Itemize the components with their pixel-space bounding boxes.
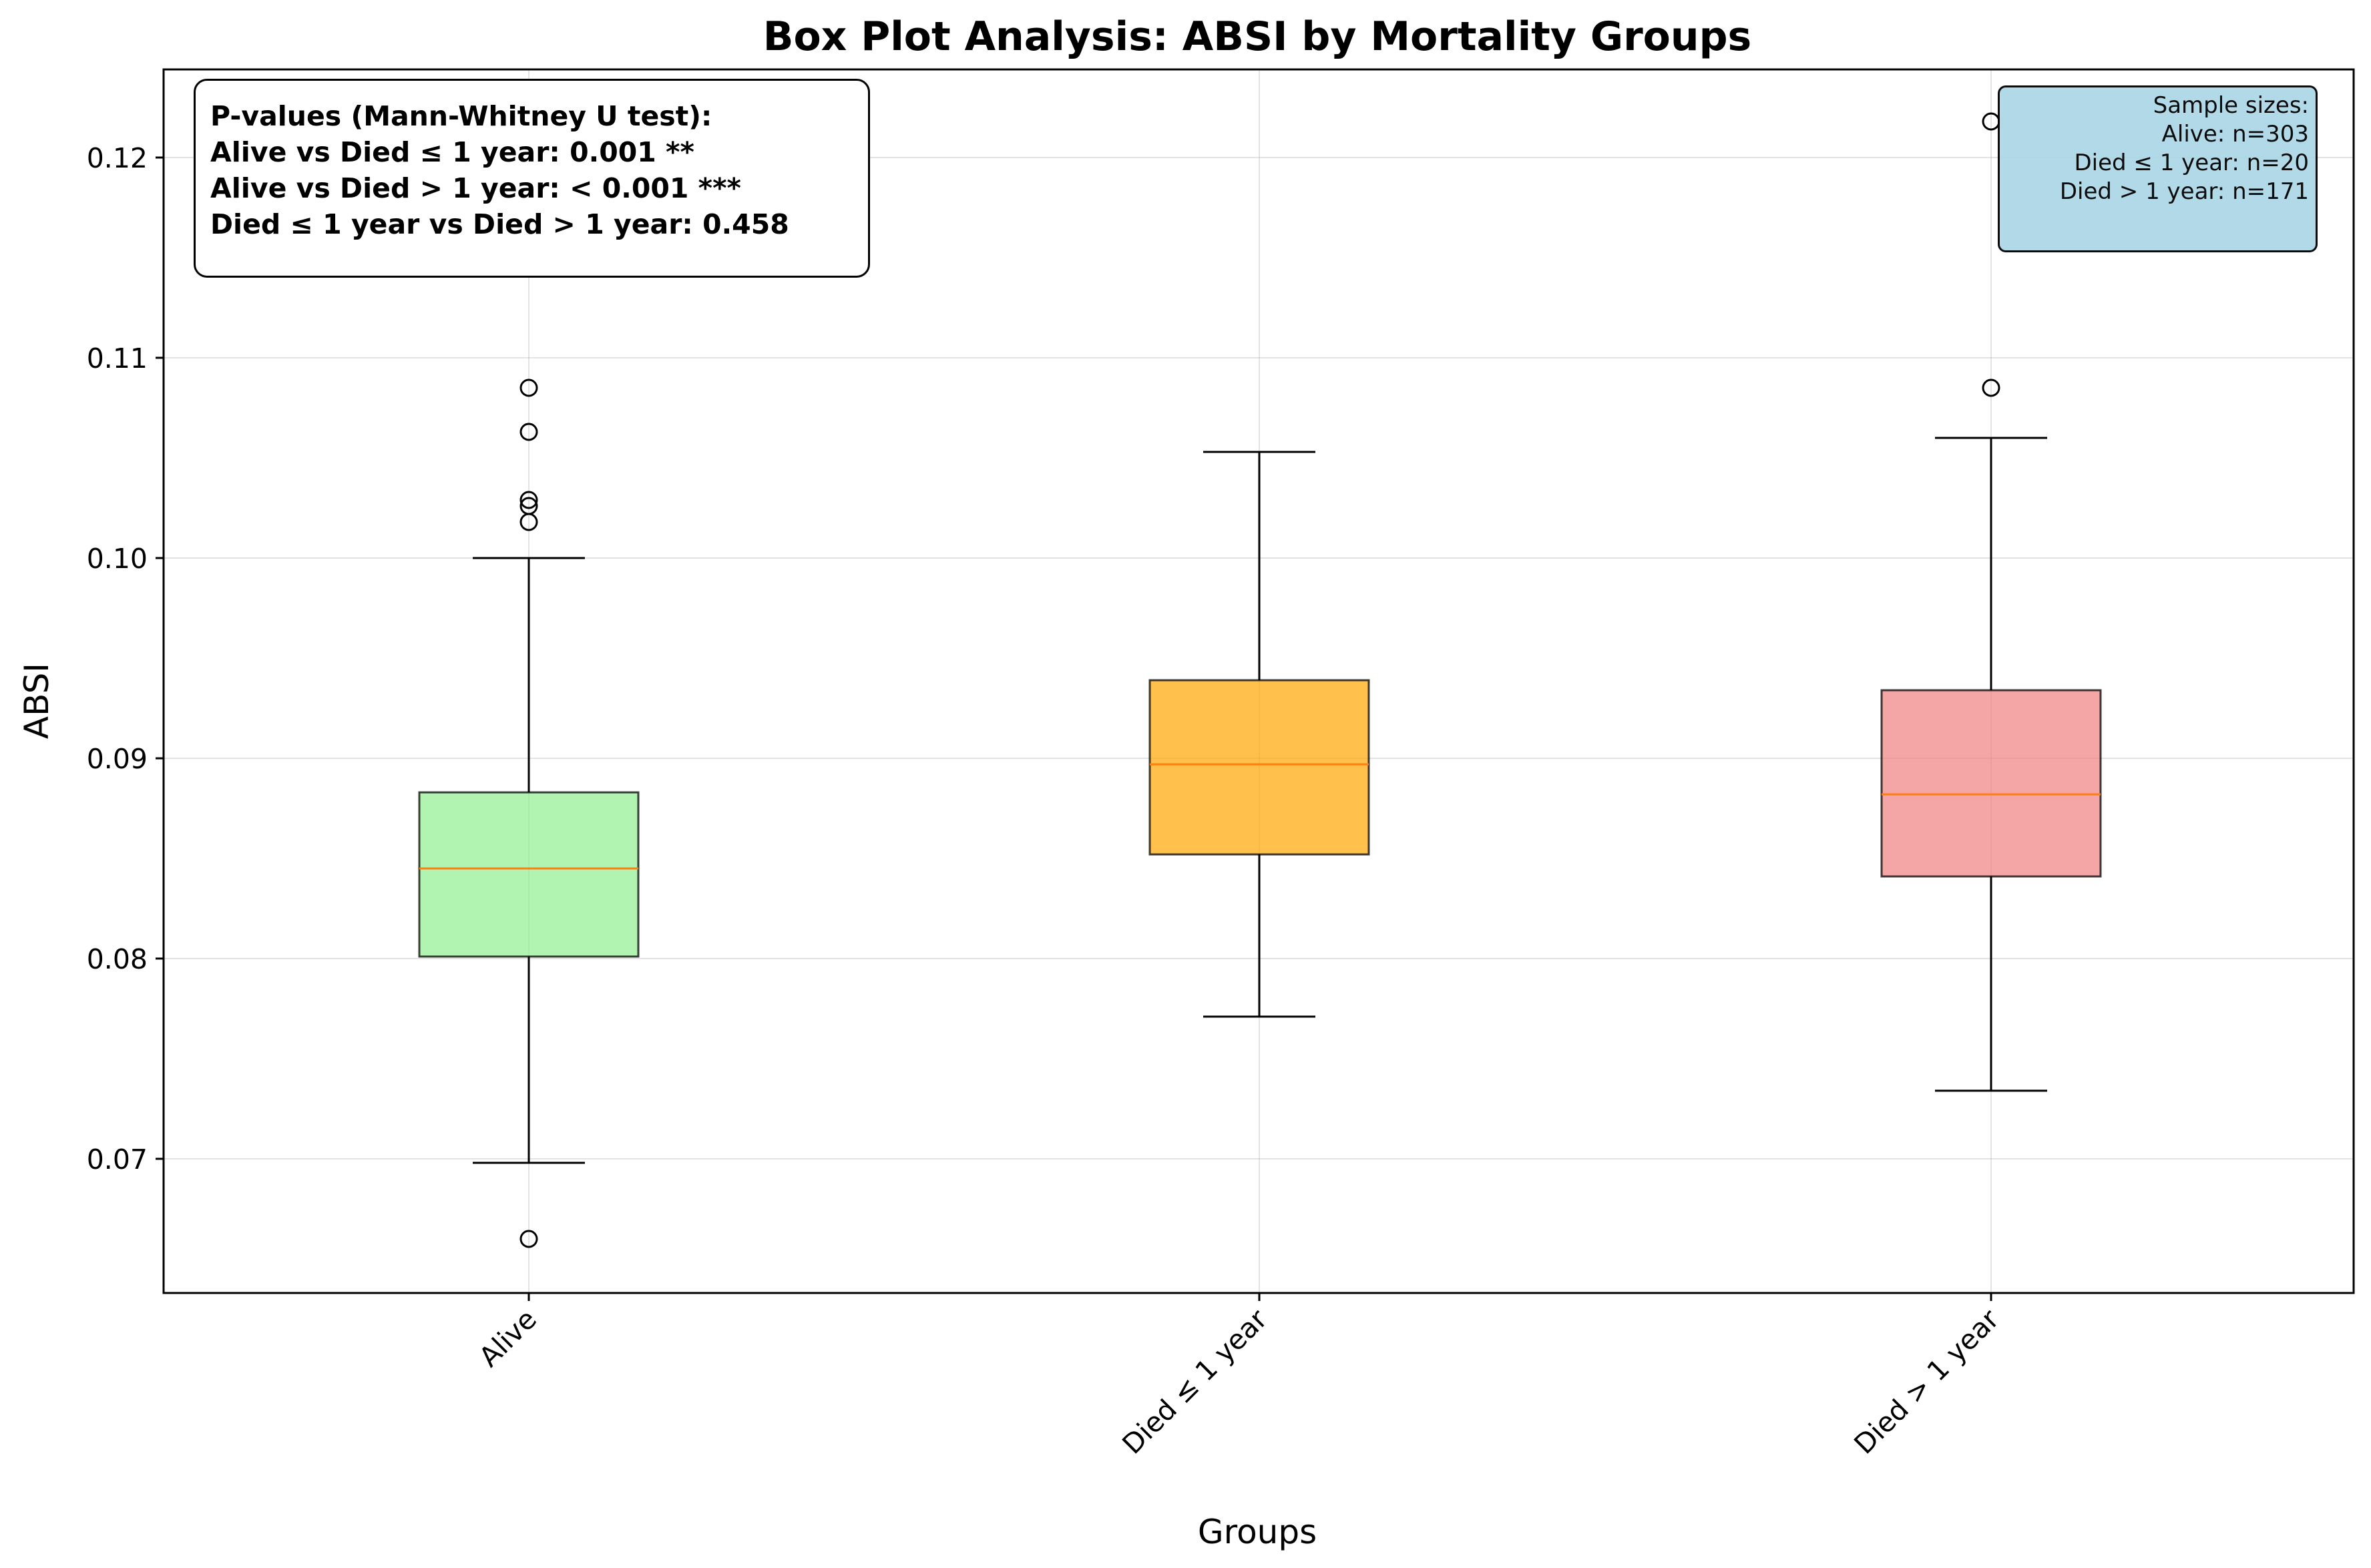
sample-size-line: Died ≤ 1 year: n=20	[2074, 150, 2310, 176]
x-tick-label: Died ≤ 1 year	[1116, 1303, 1273, 1461]
outlier-point	[519, 491, 538, 509]
y-tick-label: 0.12	[87, 142, 148, 174]
y-tick-label: 0.10	[87, 543, 148, 575]
outlier-point	[519, 1230, 538, 1248]
iqr-box	[1880, 689, 2102, 878]
pvalue-line: Alive vs Died > 1 year: < 0.001 ***	[210, 172, 741, 204]
pvalue-line: Died ≤ 1 year vs Died > 1 year: 0.458	[210, 208, 789, 240]
x-tick-label: Alive	[473, 1303, 543, 1373]
outlier-point	[1982, 378, 2000, 397]
outlier-point	[519, 423, 538, 441]
y-axis-label: ABSI	[17, 663, 56, 739]
y-tick-label: 0.07	[87, 1143, 148, 1175]
iqr-box	[418, 791, 640, 958]
x-axis-label: Groups	[1198, 1513, 1317, 1551]
sample-size-box: Sample sizes: Alive: n=303 Died ≤ 1 year…	[1998, 85, 2318, 252]
pvalue-line: P-values (Mann-Whitney U test):	[210, 100, 712, 132]
box-layer	[418, 112, 2102, 1248]
iqr-box	[1148, 679, 1370, 856]
y-tick-label: 0.08	[87, 943, 148, 975]
sample-size-line: Sample sizes:	[2153, 92, 2309, 119]
x-tick-label: Died > 1 year	[1848, 1303, 2005, 1461]
sample-size-line: Alive: n=303	[2161, 121, 2309, 148]
pvalue-line: Alive vs Died ≤ 1 year: 0.001 **	[210, 136, 694, 168]
pvalue-annotation-box: P-values (Mann-Whitney U test): Alive vs…	[194, 79, 870, 278]
sample-size-line: Died > 1 year: n=171	[2059, 178, 2309, 205]
outlier-point	[519, 378, 538, 397]
plot-frame	[162, 68, 2355, 1294]
chart-title: Box Plot Analysis: ABSI by Mortality Gro…	[763, 13, 1752, 60]
outlier-point	[519, 513, 538, 531]
y-tick-label: 0.09	[87, 743, 148, 775]
y-tick-label: 0.11	[87, 342, 148, 374]
